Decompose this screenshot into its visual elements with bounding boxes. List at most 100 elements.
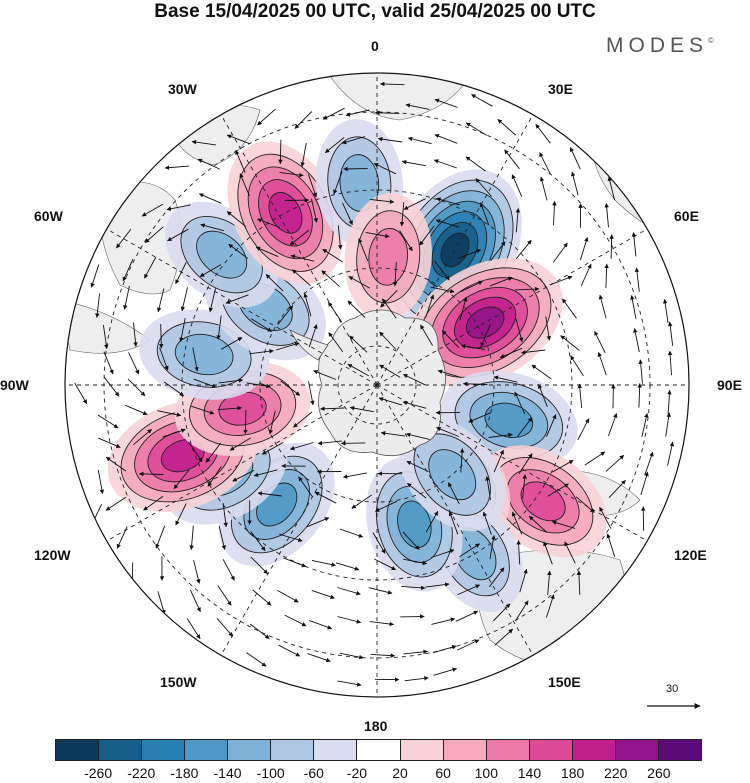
wind-vector xyxy=(193,559,201,584)
colorbar-swatch xyxy=(529,740,573,760)
wind-vector xyxy=(347,363,370,377)
colorbar-swatch xyxy=(615,740,659,760)
wind-vector xyxy=(255,246,279,258)
wind-vector xyxy=(293,411,313,428)
wind-vector xyxy=(576,570,582,595)
wind-vector xyxy=(399,230,413,252)
wind-vector xyxy=(373,558,397,571)
wind-vector xyxy=(448,511,459,535)
wind-vector xyxy=(638,359,643,384)
wind-vector xyxy=(246,382,271,389)
wind-vector xyxy=(278,139,283,165)
wind-vector xyxy=(468,412,491,423)
page-title: Base 15/04/2025 00 UTC, valid 25/04/2025… xyxy=(154,1,596,22)
wind-vector xyxy=(379,81,405,87)
colorbar-swatch xyxy=(228,740,272,760)
wind-vector xyxy=(289,442,314,451)
wind-vector xyxy=(490,241,506,261)
wind-vector xyxy=(465,122,487,136)
wind-vector xyxy=(284,614,307,627)
wind-vector xyxy=(584,451,606,466)
wind-vector xyxy=(457,639,480,651)
colorbar-tick-label: -140 xyxy=(213,765,242,781)
wind-vector xyxy=(347,300,366,318)
wind-vector xyxy=(433,667,458,676)
wind-vector xyxy=(179,318,186,343)
wind-vector xyxy=(311,589,335,600)
wind-vector xyxy=(222,558,235,581)
wind-vector xyxy=(579,236,589,261)
wind-vector xyxy=(95,293,100,318)
wind-vector xyxy=(345,109,370,117)
wind-vector xyxy=(342,202,353,226)
wind-vector xyxy=(455,610,479,622)
wind-vector xyxy=(253,469,278,477)
wind-vector xyxy=(380,289,398,308)
wind-vector xyxy=(552,242,568,263)
wind-vector xyxy=(226,134,250,145)
wind-vector xyxy=(365,231,390,239)
wind-vector xyxy=(175,261,187,285)
wind-vector xyxy=(278,644,301,657)
wind-vector xyxy=(122,258,134,282)
wind-vector xyxy=(535,123,551,144)
wind-vector xyxy=(190,405,215,415)
wind-vector xyxy=(433,159,458,169)
wind-vector xyxy=(493,375,518,383)
wind-vector xyxy=(105,456,127,472)
wind-vector xyxy=(434,98,458,108)
wind-vector xyxy=(279,171,304,178)
wind-vector xyxy=(103,377,120,397)
graticule xyxy=(65,73,689,697)
lon-label-30e: 30E xyxy=(548,81,573,97)
wind-vector xyxy=(662,298,669,324)
wind-vector xyxy=(492,603,511,622)
wind-vector xyxy=(441,330,460,349)
wind-vector xyxy=(546,414,557,437)
wind-vector xyxy=(430,286,455,294)
colorbar-swatch xyxy=(185,740,229,760)
wind-vector xyxy=(232,469,255,482)
wind-vector xyxy=(251,318,272,332)
wind-vector xyxy=(283,557,307,568)
wind-vector xyxy=(400,614,425,619)
colorbar-tick-label: 100 xyxy=(474,765,499,781)
colorbar-tick-label: -60 xyxy=(303,765,324,781)
colorbar-swatch xyxy=(357,740,401,760)
wind-vector xyxy=(349,335,368,353)
wind-vector xyxy=(138,471,164,477)
wind-vector xyxy=(265,274,284,292)
wind-vector xyxy=(292,269,311,286)
wind-vector xyxy=(311,198,319,223)
colorbar-swatch xyxy=(572,740,616,760)
wind-vector xyxy=(229,437,251,451)
wind-vector xyxy=(425,582,450,588)
wind-vector xyxy=(98,437,121,448)
brand-name: MODES xyxy=(606,34,709,57)
map-boundary xyxy=(64,72,690,698)
wind-vector xyxy=(517,417,533,437)
wind-vector xyxy=(459,448,465,473)
wind-vector xyxy=(545,594,555,618)
colorbar-tick-label: -180 xyxy=(170,765,199,781)
wind-vector xyxy=(514,286,540,292)
wind-vector xyxy=(243,409,248,435)
wind-vector xyxy=(489,535,496,560)
wind-vector xyxy=(436,427,459,437)
wind-vector xyxy=(564,541,576,564)
wind-vector xyxy=(225,294,249,304)
wind-vector xyxy=(460,344,486,350)
wind-vector xyxy=(577,383,583,409)
wind-vector xyxy=(279,533,303,543)
wind-vector xyxy=(218,378,244,384)
wind-vector xyxy=(249,348,274,355)
wind-vector xyxy=(97,414,119,429)
wind-vector xyxy=(609,234,614,259)
colorbar-tick-label: 20 xyxy=(392,765,408,781)
wind-vector xyxy=(547,570,552,595)
wind-vector xyxy=(403,198,426,210)
wind-vector xyxy=(372,532,386,554)
wind-vector xyxy=(405,432,430,440)
wind-vector xyxy=(159,324,164,349)
wind-vector xyxy=(406,482,427,499)
